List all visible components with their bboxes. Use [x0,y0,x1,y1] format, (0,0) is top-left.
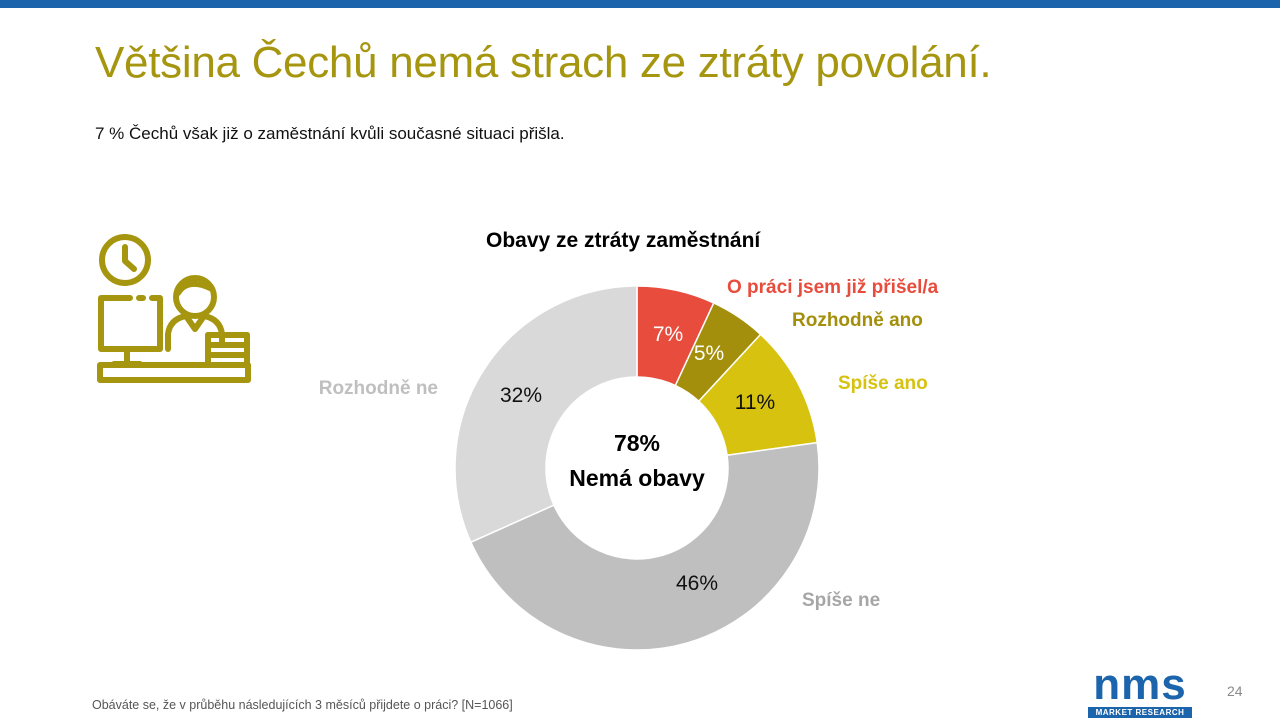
survey-question-footnote: Obáváte se, že v průběhu následujících 3… [92,698,513,712]
slice-value-label-spise-ano: 11% [735,391,775,414]
logo-tagline: MARKET RESEARCH [1088,707,1192,718]
slide-subtitle: 7 % Čechů však již o zaměstnání kvůli so… [95,124,565,143]
chart-title: Obavy ze ztráty zaměstnání [486,229,761,252]
center-value-label: 78% [614,430,660,456]
slice-value-label-rozhodne-ano: 5% [694,342,724,365]
slice-category-label-rozhodne-ne: Rozhodně ne [319,378,438,399]
donut-slice-spise-ne [469,441,820,651]
slice-category-label-o-praci-jsem-jiz-prisel-a: O práci jsem již přišel/a [727,277,939,298]
slice-value-label-o-praci-jsem-jiz-prisel-a: 7% [653,323,683,346]
slice-category-label-spise-ano: Spíše ano [838,373,928,394]
logo-wordmark: nms [1093,660,1187,709]
slice-value-label-spise-ne: 46% [676,572,718,595]
slice-value-label-rozhodne-ne: 32% [500,384,542,407]
person-at-computer-with-clock-icon [96,231,252,387]
page-number: 24 [1227,683,1243,699]
slice-category-label-rozhodne-ano: Rozhodně ano [792,310,923,331]
slice-category-label-spise-ne: Spíše ne [802,590,880,611]
center-text-label: Nemá obavy [569,465,705,491]
nms-logo: nms MARKET RESEARCH [1087,660,1193,719]
donut-slice-rozhodne-ne [454,285,638,544]
slide-title: Většina Čechů nemá strach ze ztráty povo… [95,38,992,87]
top-accent-bar [0,0,1280,8]
